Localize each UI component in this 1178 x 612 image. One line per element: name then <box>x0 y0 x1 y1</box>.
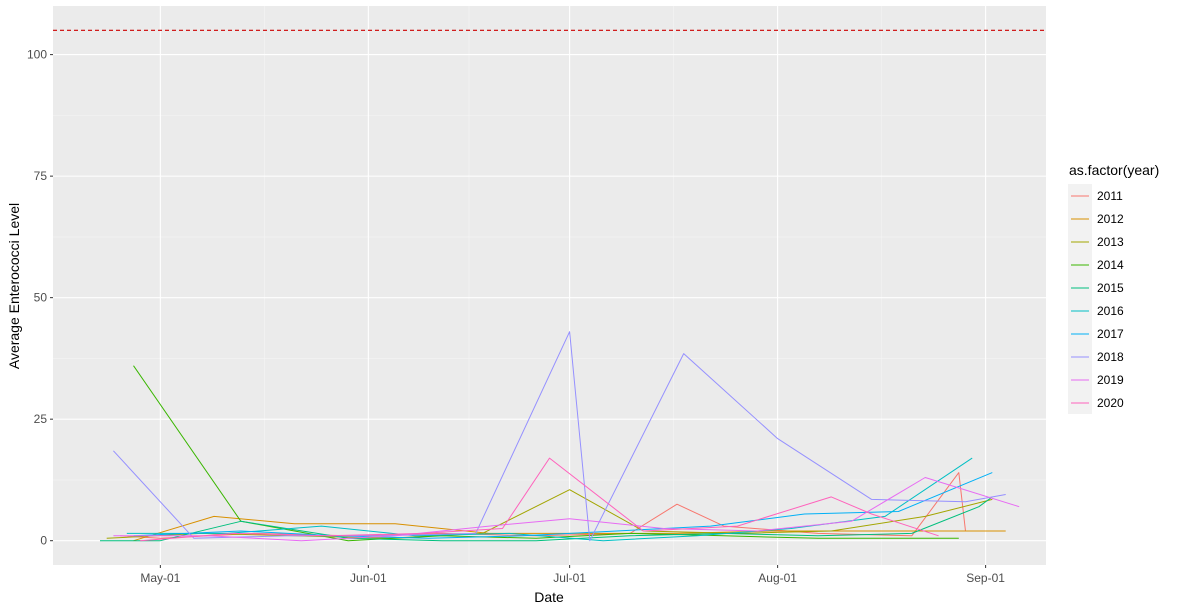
legend-label-2012: 2012 <box>1097 212 1124 226</box>
plot-panel <box>53 6 1046 565</box>
y-axis: 0 25 50 75 100 <box>27 48 53 548</box>
legend-label-2020: 2020 <box>1097 396 1124 410</box>
grid-minor <box>53 6 1046 565</box>
series-line-2017 <box>133 472 993 539</box>
legend-key-background <box>1068 184 1092 414</box>
y-axis-title: Average Enterococci Level <box>6 203 22 369</box>
grid-major <box>53 6 1046 565</box>
y-tick-label: 100 <box>27 48 47 62</box>
legend-label-2017: 2017 <box>1097 327 1124 341</box>
series-line-2012 <box>133 515 1006 542</box>
legend-label-2018: 2018 <box>1097 350 1124 364</box>
series-line-2020 <box>140 457 939 542</box>
legend-title: as.factor(year) <box>1069 162 1159 178</box>
legend-label-2011: 2011 <box>1097 189 1123 203</box>
y-tick-label: 75 <box>34 169 48 183</box>
series-line-2014 <box>133 365 959 542</box>
series-line-2019 <box>113 477 1020 542</box>
x-tick-label: Sep-01 <box>966 571 1005 585</box>
legend-items: 2011 2012 2013 2014 2015 2016 2017 2018 2019 2020 <box>1071 189 1124 410</box>
y-tick-label: 25 <box>34 412 48 426</box>
legend-label-2015: 2015 <box>1097 281 1124 295</box>
y-tick-label: 0 <box>40 534 47 548</box>
series-layer <box>100 331 1020 542</box>
x-tick-label: Aug-01 <box>758 571 797 585</box>
legend-label-2016: 2016 <box>1097 304 1124 318</box>
x-tick-label: Jun-01 <box>350 571 387 585</box>
legend: as.factor(year) 2011 2012 2013 2014 2015 2016… <box>1068 162 1159 414</box>
legend-label-2019: 2019 <box>1097 373 1124 387</box>
legend-label-2013: 2013 <box>1097 235 1124 249</box>
legend-label-2014: 2014 <box>1097 258 1124 272</box>
y-tick-label: 50 <box>34 291 48 305</box>
x-tick-label: May-01 <box>140 571 180 585</box>
series-line-2015 <box>100 496 993 542</box>
x-axis-title: Date <box>534 589 564 605</box>
series-line-2013 <box>106 489 993 539</box>
x-tick-label: Jul-01 <box>553 571 586 585</box>
x-axis: May-01 Jun-01 Jul-01 Aug-01 Sep-01 <box>140 565 1005 585</box>
